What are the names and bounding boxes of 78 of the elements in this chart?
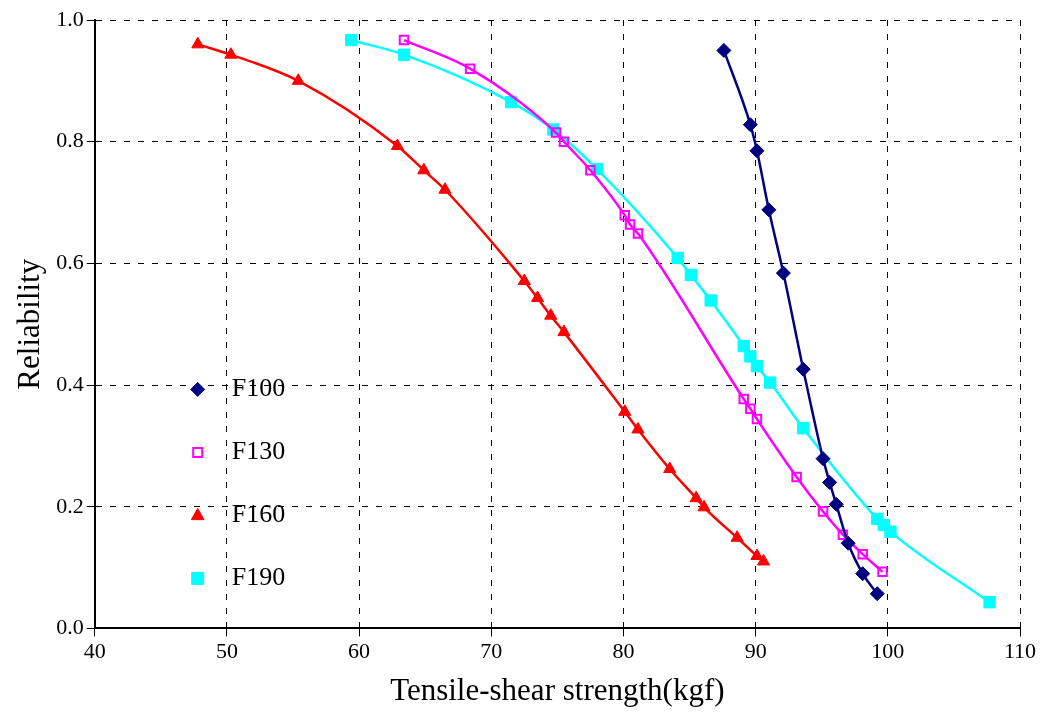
point [517, 273, 531, 285]
point [761, 202, 777, 218]
point [438, 182, 452, 194]
point [417, 162, 431, 175]
point [344, 33, 358, 47]
point [869, 586, 885, 602]
point [822, 474, 838, 490]
point [837, 529, 849, 540]
point [684, 268, 698, 282]
point [397, 48, 411, 61]
point [751, 413, 763, 425]
x-tick-label: 90 [744, 638, 767, 664]
legend-label: F130 [231, 436, 286, 466]
point [624, 219, 636, 230]
point [795, 361, 811, 377]
point [797, 422, 810, 435]
point [840, 535, 856, 551]
point [464, 63, 476, 74]
point [855, 566, 871, 582]
point [877, 566, 888, 578]
point [737, 339, 750, 353]
x-tick-label: 60 [348, 638, 371, 664]
x-tick-label: 110 [1003, 638, 1037, 664]
point [224, 47, 238, 59]
y-tick-label: 1.0 [56, 5, 84, 31]
point [983, 596, 996, 609]
x-tick-label: 80 [612, 638, 635, 664]
point [697, 499, 711, 512]
point [390, 138, 404, 150]
point [544, 308, 558, 320]
x-axis-title: Tensile-shear strength(kgf) [390, 671, 725, 707]
point [742, 117, 758, 133]
x-tick-label: 70 [480, 638, 503, 664]
point [671, 251, 684, 265]
point [704, 294, 717, 307]
point [191, 36, 205, 49]
point [815, 451, 831, 467]
x-tick-label: 100 [871, 638, 905, 664]
point [757, 553, 771, 566]
point [745, 403, 756, 415]
point [716, 42, 732, 58]
point [398, 34, 410, 46]
y-tick-label: 0.2 [56, 492, 84, 518]
point [619, 210, 631, 221]
point [631, 421, 645, 434]
point [750, 360, 764, 373]
legend-label: F100 [231, 373, 286, 403]
point [557, 324, 571, 337]
point [689, 490, 703, 503]
point [550, 127, 562, 138]
point [585, 165, 596, 176]
point [857, 548, 868, 560]
point [618, 404, 632, 416]
x-tick-label: 50 [215, 638, 238, 664]
point [775, 265, 791, 281]
point [730, 530, 744, 542]
point [558, 136, 570, 147]
point [817, 506, 829, 517]
x-tick-label: 40 [83, 638, 106, 664]
point [744, 350, 757, 363]
point [884, 525, 897, 538]
point [750, 548, 764, 560]
point [530, 290, 545, 303]
point [749, 143, 765, 159]
point [791, 471, 802, 483]
y-tick-label: 0.4 [56, 370, 84, 396]
point [663, 461, 677, 473]
point [632, 228, 644, 239]
point [828, 496, 844, 512]
point [764, 376, 777, 389]
y-axis-title: Reliability [10, 258, 46, 390]
legend-label: F190 [231, 562, 286, 592]
y-tick-label: 0.0 [56, 614, 84, 640]
point [291, 73, 305, 85]
point [738, 393, 749, 405]
legend-label: F160 [231, 499, 286, 529]
y-tick-label: 0.8 [56, 127, 84, 153]
y-tick-label: 0.6 [56, 249, 84, 275]
